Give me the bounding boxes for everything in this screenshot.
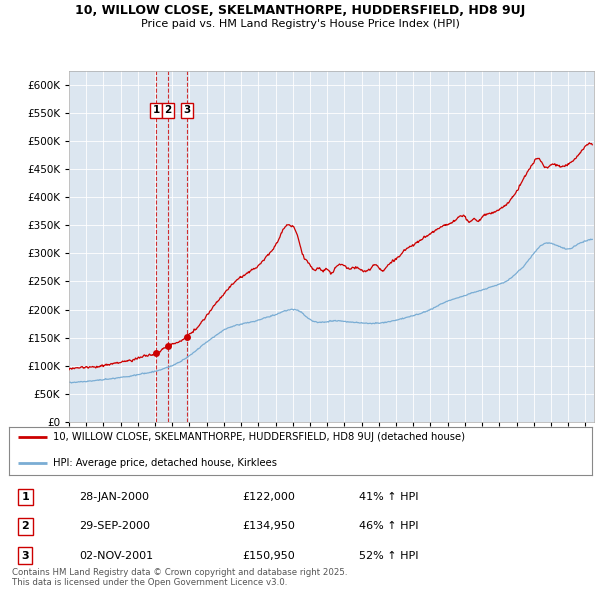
Text: £134,950: £134,950 [242,522,295,532]
Text: 10, WILLOW CLOSE, SKELMANTHORPE, HUDDERSFIELD, HD8 9UJ: 10, WILLOW CLOSE, SKELMANTHORPE, HUDDERS… [75,4,525,17]
Text: 46% ↑ HPI: 46% ↑ HPI [359,522,418,532]
Text: Price paid vs. HM Land Registry's House Price Index (HPI): Price paid vs. HM Land Registry's House … [140,19,460,29]
Text: 1: 1 [22,492,29,502]
Text: 1: 1 [152,105,160,115]
Text: 2: 2 [164,105,172,115]
Text: 28-JAN-2000: 28-JAN-2000 [79,492,149,502]
Text: HPI: Average price, detached house, Kirklees: HPI: Average price, detached house, Kirk… [53,458,277,468]
Text: 29-SEP-2000: 29-SEP-2000 [79,522,150,532]
Text: £122,000: £122,000 [242,492,295,502]
Text: Contains HM Land Registry data © Crown copyright and database right 2025.
This d: Contains HM Land Registry data © Crown c… [12,568,347,587]
Text: 41% ↑ HPI: 41% ↑ HPI [359,492,418,502]
Text: 52% ↑ HPI: 52% ↑ HPI [359,550,418,560]
Text: 3: 3 [22,550,29,560]
Text: 3: 3 [183,105,190,115]
Text: 02-NOV-2001: 02-NOV-2001 [79,550,153,560]
Text: £150,950: £150,950 [242,550,295,560]
Text: 10, WILLOW CLOSE, SKELMANTHORPE, HUDDERSFIELD, HD8 9UJ (detached house): 10, WILLOW CLOSE, SKELMANTHORPE, HUDDERS… [53,432,465,442]
Text: 2: 2 [22,522,29,532]
